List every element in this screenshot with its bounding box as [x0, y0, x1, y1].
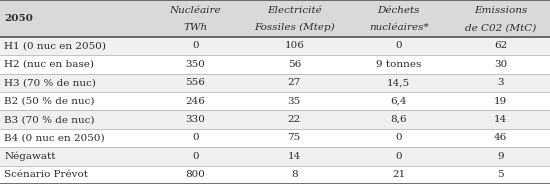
Text: Scénario Prévot: Scénario Prévot: [4, 170, 89, 179]
Text: 106: 106: [284, 42, 304, 50]
Text: 30: 30: [494, 60, 507, 69]
Text: 246: 246: [185, 97, 205, 106]
Text: 3: 3: [497, 78, 504, 87]
Text: Déchets: Déchets: [377, 6, 420, 15]
Text: 35: 35: [288, 97, 301, 106]
Text: 0: 0: [192, 152, 199, 161]
Text: 14: 14: [288, 152, 301, 161]
Text: 14: 14: [494, 115, 507, 124]
Bar: [0, 74, 550, 92]
Text: H2 (nuc en base): H2 (nuc en base): [4, 60, 95, 69]
Text: 0: 0: [192, 42, 199, 50]
Text: 8,6: 8,6: [390, 115, 407, 124]
Text: 330: 330: [185, 115, 205, 124]
Text: Nucléaire: Nucléaire: [169, 6, 221, 15]
Text: 2050: 2050: [4, 14, 33, 23]
Text: de C02 (MtC): de C02 (MtC): [465, 23, 536, 32]
Text: Electricité: Electricité: [267, 6, 322, 15]
Text: 556: 556: [185, 78, 205, 87]
Text: 0: 0: [395, 42, 402, 50]
Bar: [0, 147, 550, 166]
Text: TWh: TWh: [183, 23, 207, 32]
Text: 22: 22: [288, 115, 301, 124]
Text: 75: 75: [288, 134, 301, 142]
Text: 9 tonnes: 9 tonnes: [376, 60, 421, 69]
Text: H1 (0 nuc en 2050): H1 (0 nuc en 2050): [4, 42, 106, 50]
Text: B4 (0 nuc en 2050): B4 (0 nuc en 2050): [4, 134, 105, 142]
Bar: [0, 0, 550, 37]
Text: B3 (70 % de nuc): B3 (70 % de nuc): [4, 115, 95, 124]
Text: 6,4: 6,4: [390, 97, 407, 106]
Bar: [0, 110, 550, 129]
Bar: [0, 92, 550, 110]
Text: H3 (70 % de nuc): H3 (70 % de nuc): [4, 78, 96, 87]
Text: 14,5: 14,5: [387, 78, 410, 87]
Text: 19: 19: [494, 97, 507, 106]
Text: B2 (50 % de nuc): B2 (50 % de nuc): [4, 97, 95, 106]
Text: 350: 350: [185, 60, 205, 69]
Text: 0: 0: [395, 152, 402, 161]
Text: 0: 0: [395, 134, 402, 142]
Text: 5: 5: [497, 170, 504, 179]
Text: 62: 62: [494, 42, 507, 50]
Text: 46: 46: [494, 134, 507, 142]
Text: Négawatt: Négawatt: [4, 152, 56, 161]
Text: 21: 21: [392, 170, 405, 179]
Text: 800: 800: [185, 170, 205, 179]
Text: 0: 0: [192, 134, 199, 142]
Bar: [0, 129, 550, 147]
Bar: [0, 55, 550, 74]
Text: 56: 56: [288, 60, 301, 69]
Bar: [0, 37, 550, 55]
Text: 8: 8: [291, 170, 298, 179]
Text: Fossiles (Mtep): Fossiles (Mtep): [254, 23, 334, 32]
Text: nucléaires*: nucléaires*: [369, 23, 428, 32]
Text: Emissions: Emissions: [474, 6, 527, 15]
Text: 27: 27: [288, 78, 301, 87]
Text: 9: 9: [497, 152, 504, 161]
Bar: [0, 166, 550, 184]
